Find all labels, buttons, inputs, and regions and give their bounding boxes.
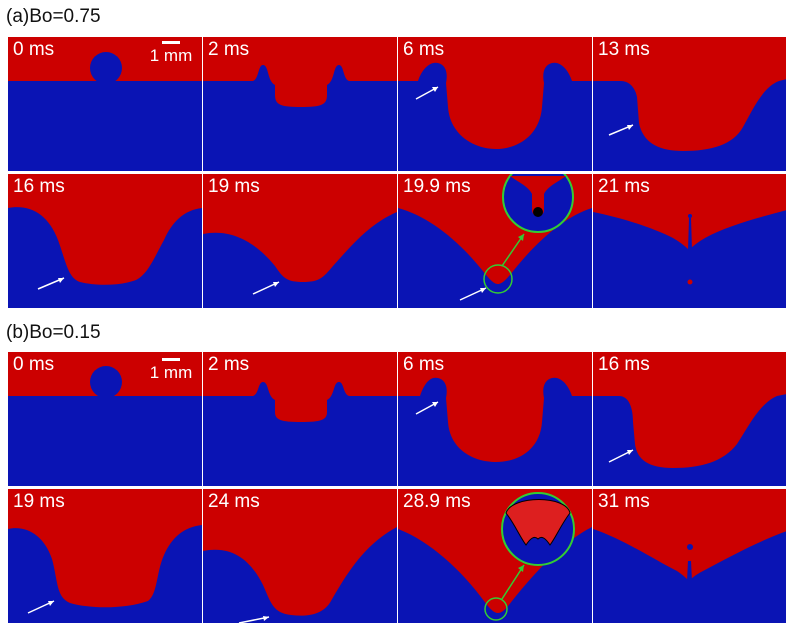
- panel-b-31ms: 31 ms: [593, 489, 786, 623]
- panel-time-label: 16 ms: [13, 176, 65, 197]
- section-b-label: (b)Bo=0.15: [6, 322, 101, 343]
- scale-bar: 1 mm: [141, 358, 201, 383]
- panel-a-19ms: 19 ms: [203, 174, 397, 308]
- zoom-inset: [502, 174, 574, 233]
- panel-time-label: 13 ms: [598, 39, 650, 60]
- panel-a-6ms: 6 ms: [398, 37, 592, 171]
- section-a-grid: 0 ms 1 mm 2 ms 6 ms 13 ms: [8, 37, 786, 309]
- panel-time-label: 19 ms: [208, 176, 260, 197]
- panel-b-0ms: 0 ms 1 mm: [8, 352, 202, 486]
- panel-b-19ms: 19 ms: [8, 489, 202, 623]
- panel-time-label: 2 ms: [208, 354, 250, 375]
- panel-time-label: 2 ms: [208, 39, 250, 60]
- panel-a-21ms: 21 ms: [593, 174, 786, 308]
- scale-bar-label: 1 mm: [149, 363, 193, 382]
- panel-a-0ms: 0 ms 1 mm: [8, 37, 202, 171]
- scale-bar-label: 1 mm: [149, 46, 193, 65]
- panel-a-19-9ms: 19.9 ms: [398, 174, 592, 308]
- panel-a-16ms: 16 ms: [8, 174, 202, 308]
- panel-time-label: 24 ms: [208, 491, 260, 512]
- panel-time-label: 6 ms: [403, 39, 445, 60]
- scale-bar: 1 mm: [141, 41, 201, 66]
- panel-time-label: 28.9 ms: [403, 491, 471, 512]
- zoom-inset: [501, 492, 575, 566]
- panel-b-28-9ms: 28.9 ms: [398, 489, 592, 623]
- panel-b-24ms: 24 ms: [203, 489, 397, 623]
- panel-time-label: 0 ms: [13, 354, 55, 375]
- panel-time-label: 21 ms: [598, 176, 650, 197]
- panel-b-6ms: 6 ms: [398, 352, 592, 486]
- section-a-label: (a)Bo=0.75: [6, 6, 101, 27]
- panel-time-label: 19.9 ms: [403, 176, 471, 197]
- panel-time-label: 0 ms: [13, 39, 55, 60]
- panel-b-16ms: 16 ms: [593, 352, 786, 486]
- panel-a-13ms: 13 ms: [593, 37, 786, 171]
- panel-time-label: 19 ms: [13, 491, 65, 512]
- panel-time-label: 16 ms: [598, 354, 650, 375]
- panel-time-label: 31 ms: [598, 491, 650, 512]
- panel-a-2ms: 2 ms: [203, 37, 397, 171]
- panel-b-2ms: 2 ms: [203, 352, 397, 486]
- section-b-grid: 0 ms 1 mm 2 ms 6 ms 16 ms: [8, 352, 786, 624]
- panel-time-label: 6 ms: [403, 354, 445, 375]
